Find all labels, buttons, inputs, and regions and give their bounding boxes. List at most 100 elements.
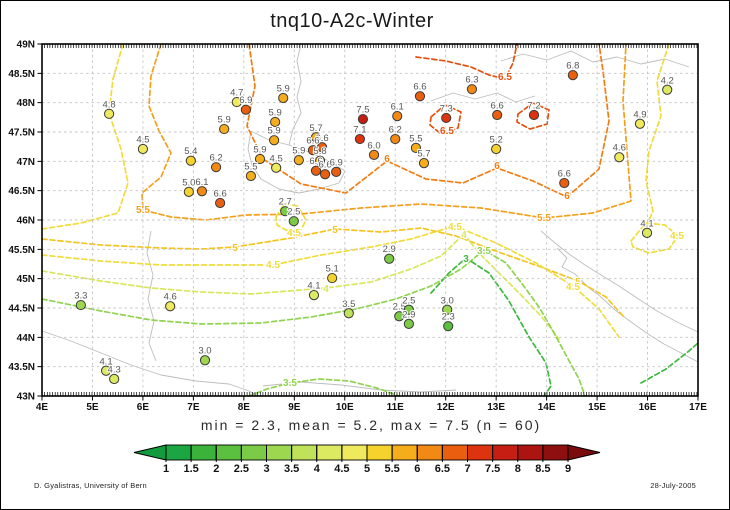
colorbar-segment: [341, 444, 368, 461]
station-value-label: 6.6: [318, 160, 331, 171]
colorbar-tick-label: 4: [314, 463, 321, 475]
colorbar-segment: [492, 444, 519, 461]
contour-label: 4.5: [287, 228, 301, 239]
station-value-label: 2.5: [402, 295, 415, 306]
station-value-label: 4.5: [270, 153, 283, 164]
station-value-label: 5.9: [277, 83, 290, 94]
contour-label: 4.5: [266, 260, 280, 271]
station-dot: [269, 135, 280, 146]
contour-label: 6.5: [498, 72, 512, 83]
station-dot: [403, 304, 414, 315]
station-value-label: 5.4: [184, 146, 197, 157]
station-value-label: 5.7: [309, 123, 322, 134]
station-value-label: 5.1: [326, 264, 339, 275]
colorbar-right-arrow: [567, 444, 601, 461]
station-dot: [441, 112, 452, 124]
contour-label: 4.5: [566, 282, 580, 293]
map-line: [500, 50, 690, 68]
colorbar-segment: [190, 444, 217, 461]
station-dot: [316, 142, 328, 153]
station-dot: [104, 108, 115, 119]
station-dot: [327, 272, 338, 284]
station-value-label: 4.1: [99, 356, 112, 367]
map-line: [41, 330, 260, 397]
station-value-label: 6.9: [330, 157, 343, 168]
contour-line-3: [430, 257, 552, 397]
station-value-label: 3.0: [441, 295, 454, 306]
y-axis-label: 46N: [17, 216, 35, 227]
contour-line-5.5: [141, 43, 632, 221]
colorbar-tick-label: 6.5: [435, 463, 450, 475]
station-value-label: 6.9: [239, 95, 252, 106]
contour-label: 6: [494, 161, 500, 172]
colorbar-tick-label: 7: [464, 463, 470, 475]
colorbar-tick-label: 7.5: [485, 463, 500, 475]
plot-frame: [37, 43, 699, 401]
colorbar-segment: [316, 444, 343, 461]
station-value-label: 7.1: [353, 125, 366, 136]
y-axis-label: 43.5N: [8, 362, 35, 373]
station-dot: [634, 118, 646, 129]
station-dot: [559, 177, 570, 189]
station-value-label: 5.5: [409, 133, 422, 144]
y-axis-label: 48N: [17, 98, 35, 109]
station-value-label: 3.5: [342, 299, 355, 310]
colorbar-tick-label: 4.5: [334, 463, 349, 475]
frame-minor-ticks: [41, 44, 698, 396]
colorbar-segment: [215, 444, 242, 461]
x-axis-label: 12E: [437, 402, 455, 413]
contour-label: 4: [323, 284, 329, 295]
station-dot: [368, 149, 380, 160]
station-value-label: 4.5: [136, 135, 149, 146]
colorbar-segment: [441, 444, 468, 461]
station-value-label: 6.6: [214, 188, 227, 199]
contour-line-4.5: [630, 222, 679, 254]
station-value-label: 6.8: [566, 61, 579, 72]
station-dot: [109, 373, 120, 385]
station-value-label: 6.6: [309, 156, 322, 167]
station-value-label: 6.2: [209, 153, 222, 164]
y-axis-label: 46.5N: [8, 186, 35, 197]
station-value-label: 2.3: [442, 312, 455, 323]
contour-label: 3.5: [283, 378, 297, 389]
station-value-label: 2.9: [402, 309, 415, 320]
station-value-label: 6.0: [367, 140, 380, 151]
station-value-label: 6.6: [413, 82, 426, 93]
contour-line-3: [640, 342, 699, 384]
station-dot: [492, 109, 503, 121]
station-value-label: 3.3: [74, 291, 87, 302]
station-value-label: 4.7: [230, 88, 243, 99]
station-dot: [240, 104, 251, 115]
station-dot: [210, 162, 222, 173]
x-axis-label: 4E: [36, 402, 49, 413]
map-line: [430, 92, 536, 103]
station-dot: [410, 142, 422, 153]
station-dot: [331, 166, 342, 177]
station-dot: [308, 289, 320, 301]
map-line: [556, 247, 699, 363]
colorbar-left-arrow: [133, 444, 167, 461]
colorbar-segment: [542, 444, 569, 461]
station-dot: [288, 216, 299, 227]
station-dot: [199, 355, 211, 366]
station-dot: [414, 91, 426, 102]
station-value-label: 5.2: [490, 135, 503, 146]
station-value-label: 2.7: [279, 197, 292, 208]
station-value-label: 4.6: [164, 292, 177, 303]
station-dot: [270, 116, 281, 128]
station-value-label: 6.6: [315, 133, 328, 144]
contour-line-4: [41, 233, 560, 340]
contour-labels-layer: 5.55.56666.56.5554.54.54.5443.534.554.53…: [135, 71, 686, 391]
x-axis-label: 6E: [137, 402, 150, 413]
colorbar-segment: [366, 444, 393, 461]
colorbar-segment: [416, 444, 443, 461]
station-dot: [307, 145, 319, 156]
station-dot: [137, 143, 149, 155]
station-value-label: 6.6: [306, 136, 319, 147]
x-axis-label: 13E: [487, 402, 505, 413]
contour-line-6: [246, 43, 610, 198]
y-axis-label: 48.5N: [8, 69, 35, 80]
contour-line-3.5: [248, 378, 400, 397]
contour-label: 3.5: [477, 246, 491, 257]
chart-title: tnq10-A2c-Winter: [270, 10, 434, 32]
